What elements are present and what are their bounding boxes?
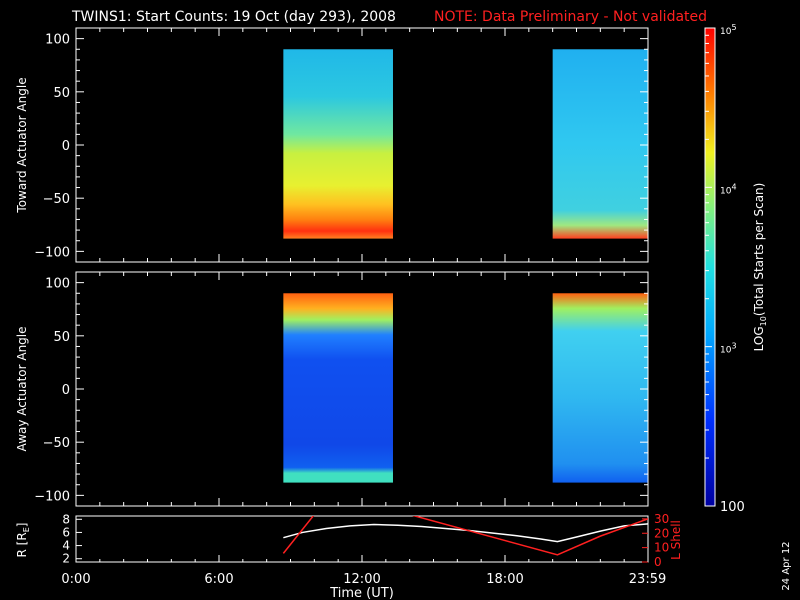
toward-angle-panel: 100 50 0 −50 −100 Toward Actuator Angle bbox=[15, 27, 649, 263]
time-tick-label: 6:00 bbox=[204, 572, 233, 587]
y-tick-label: 0 bbox=[62, 139, 70, 154]
figure-title: TWINS1: Start Counts: 19 Oct (day 293), … bbox=[71, 9, 396, 25]
colorbar: 105 104 103 100 LOG10(Total Starts per Scan… bbox=[704, 23, 768, 515]
y-tick-label: −50 bbox=[43, 192, 70, 207]
time-tick-label: 23:59 bbox=[629, 572, 666, 587]
lshell-tick-label: 0 bbox=[654, 555, 662, 569]
away-y-axis-label: Away Actuator Angle bbox=[15, 326, 29, 451]
toward-segment-2 bbox=[552, 49, 648, 239]
time-tick-label: 0:00 bbox=[61, 572, 90, 587]
colorbar-tick-label: 100 bbox=[720, 500, 745, 515]
radius-axis-label: R [RE] bbox=[15, 523, 31, 558]
y-tick-label: −100 bbox=[34, 245, 70, 260]
away-heatmap-cells bbox=[283, 293, 648, 483]
r-tick-label: 6 bbox=[62, 525, 70, 539]
time-tick-label: 18:00 bbox=[486, 572, 523, 587]
y-tick-label: 50 bbox=[53, 330, 70, 345]
toward-segment-1 bbox=[283, 49, 393, 239]
colorbar-tick-label: 105 bbox=[720, 23, 737, 37]
y-tick-label: 50 bbox=[53, 86, 70, 101]
toward-y-axis: 100 50 0 −50 −100 bbox=[34, 28, 649, 262]
lshell-tick-label: 10 bbox=[654, 541, 669, 555]
orbit-lines bbox=[282, 516, 648, 556]
colorbar-ticks: 105 104 103 100 bbox=[705, 23, 745, 515]
away-y-axis: 100 50 0 −50 −100 bbox=[34, 272, 649, 506]
colorbar-label: LOG10(Total Starts per Scan) bbox=[752, 183, 768, 352]
date-stamp: 24 Apr 12 bbox=[781, 541, 792, 590]
toward-heatmap-cells bbox=[283, 49, 648, 239]
time-tick-label: 12:00 bbox=[343, 572, 380, 587]
r-tick-label: 2 bbox=[62, 552, 70, 566]
colorbar-gradient bbox=[705, 28, 715, 506]
r-tick-label: 4 bbox=[62, 539, 70, 553]
y-tick-label: −50 bbox=[43, 436, 70, 451]
lshell-axis-label: L Shell bbox=[669, 520, 683, 560]
away-segment-1 bbox=[283, 293, 393, 483]
r-tick-label: 8 bbox=[62, 512, 70, 526]
lshell-tick-label: 20 bbox=[654, 526, 669, 540]
y-tick-label: 0 bbox=[62, 383, 70, 398]
away-segment-2 bbox=[552, 293, 648, 483]
lshell-line bbox=[282, 516, 648, 556]
time-axis: 0:00 6:00 12:00 18:00 23:59 bbox=[61, 555, 666, 587]
y-tick-label: 100 bbox=[45, 33, 70, 48]
colorbar-tick-label: 103 bbox=[720, 342, 737, 356]
preliminary-note: NOTE: Data Preliminary - Not validated bbox=[434, 9, 707, 25]
lshell-tick-label: 30 bbox=[654, 512, 669, 526]
toward-y-axis-label: Toward Actuator Angle bbox=[15, 77, 29, 213]
colorbar-tick-label: 104 bbox=[720, 182, 737, 196]
y-tick-label: −100 bbox=[34, 489, 70, 504]
away-angle-panel: 100 50 0 −50 −100 Away Actuator Angle bbox=[15, 271, 649, 507]
y-tick-label: 100 bbox=[45, 277, 70, 292]
time-axis-label: Time (UT) bbox=[329, 586, 394, 600]
